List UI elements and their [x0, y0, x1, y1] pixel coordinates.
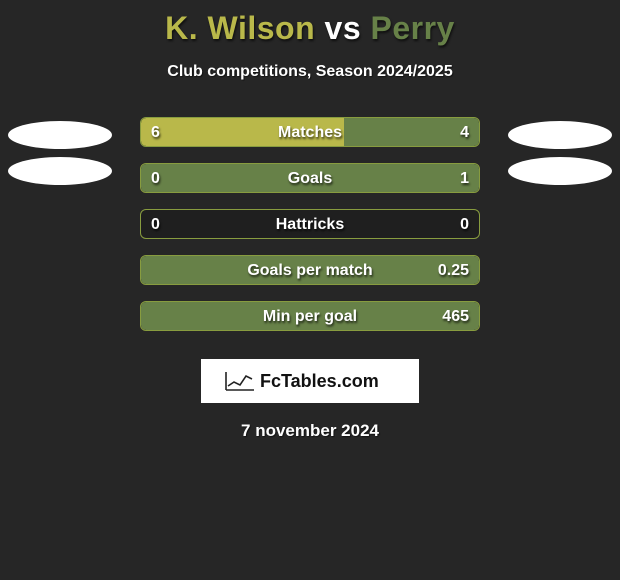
stat-bar: Min per goal465: [140, 301, 480, 331]
date-text: 7 november 2024: [0, 421, 620, 441]
stat-row: Hattricks0 0: [0, 209, 620, 245]
stat-row: Min per goal465: [0, 301, 620, 337]
stat-row: Goals0 1: [0, 163, 620, 199]
stat-bar: Goals per match0.25: [140, 255, 480, 285]
stat-row: Goals per match0.25: [0, 255, 620, 291]
stat-right-value: 0.25: [438, 256, 469, 284]
stat-rows: Matches64Goals01Hattricks00Goals per mat…: [0, 117, 620, 337]
stat-right-value: 4: [460, 118, 469, 146]
player2-name: Perry: [371, 10, 455, 46]
stat-label: Matches: [141, 118, 479, 146]
stat-label: Min per goal: [141, 302, 479, 330]
brand-logo: FcTables.com: [201, 359, 419, 403]
stat-left-value: 0: [151, 210, 160, 238]
player1-name: K. Wilson: [165, 10, 315, 46]
stat-bar: Hattricks0 0: [140, 209, 480, 239]
stat-row: Matches6 4: [0, 117, 620, 153]
brand-text: FcTables.com: [260, 371, 379, 391]
stat-right-value: 465: [442, 302, 469, 330]
player2-avatar: [508, 121, 612, 149]
player1-avatar: [8, 157, 112, 185]
stat-bar: Goals0 1: [140, 163, 480, 193]
stat-bar: Matches6 4: [140, 117, 480, 147]
player1-avatar: [8, 121, 112, 149]
stat-left-value: 0: [151, 164, 160, 192]
title-vs: vs: [325, 10, 362, 46]
stat-label: Hattricks: [141, 210, 479, 238]
stat-left-value: 6: [151, 118, 160, 146]
stat-label: Goals: [141, 164, 479, 192]
stat-right-value: 0: [460, 210, 469, 238]
subtitle: Club competitions, Season 2024/2025: [0, 63, 620, 81]
player2-avatar: [508, 157, 612, 185]
stat-right-value: 1: [460, 164, 469, 192]
stat-label: Goals per match: [141, 256, 479, 284]
comparison-title: K. Wilson vs Perry: [0, 0, 620, 47]
fctables-icon: FcTables.com: [220, 366, 400, 396]
